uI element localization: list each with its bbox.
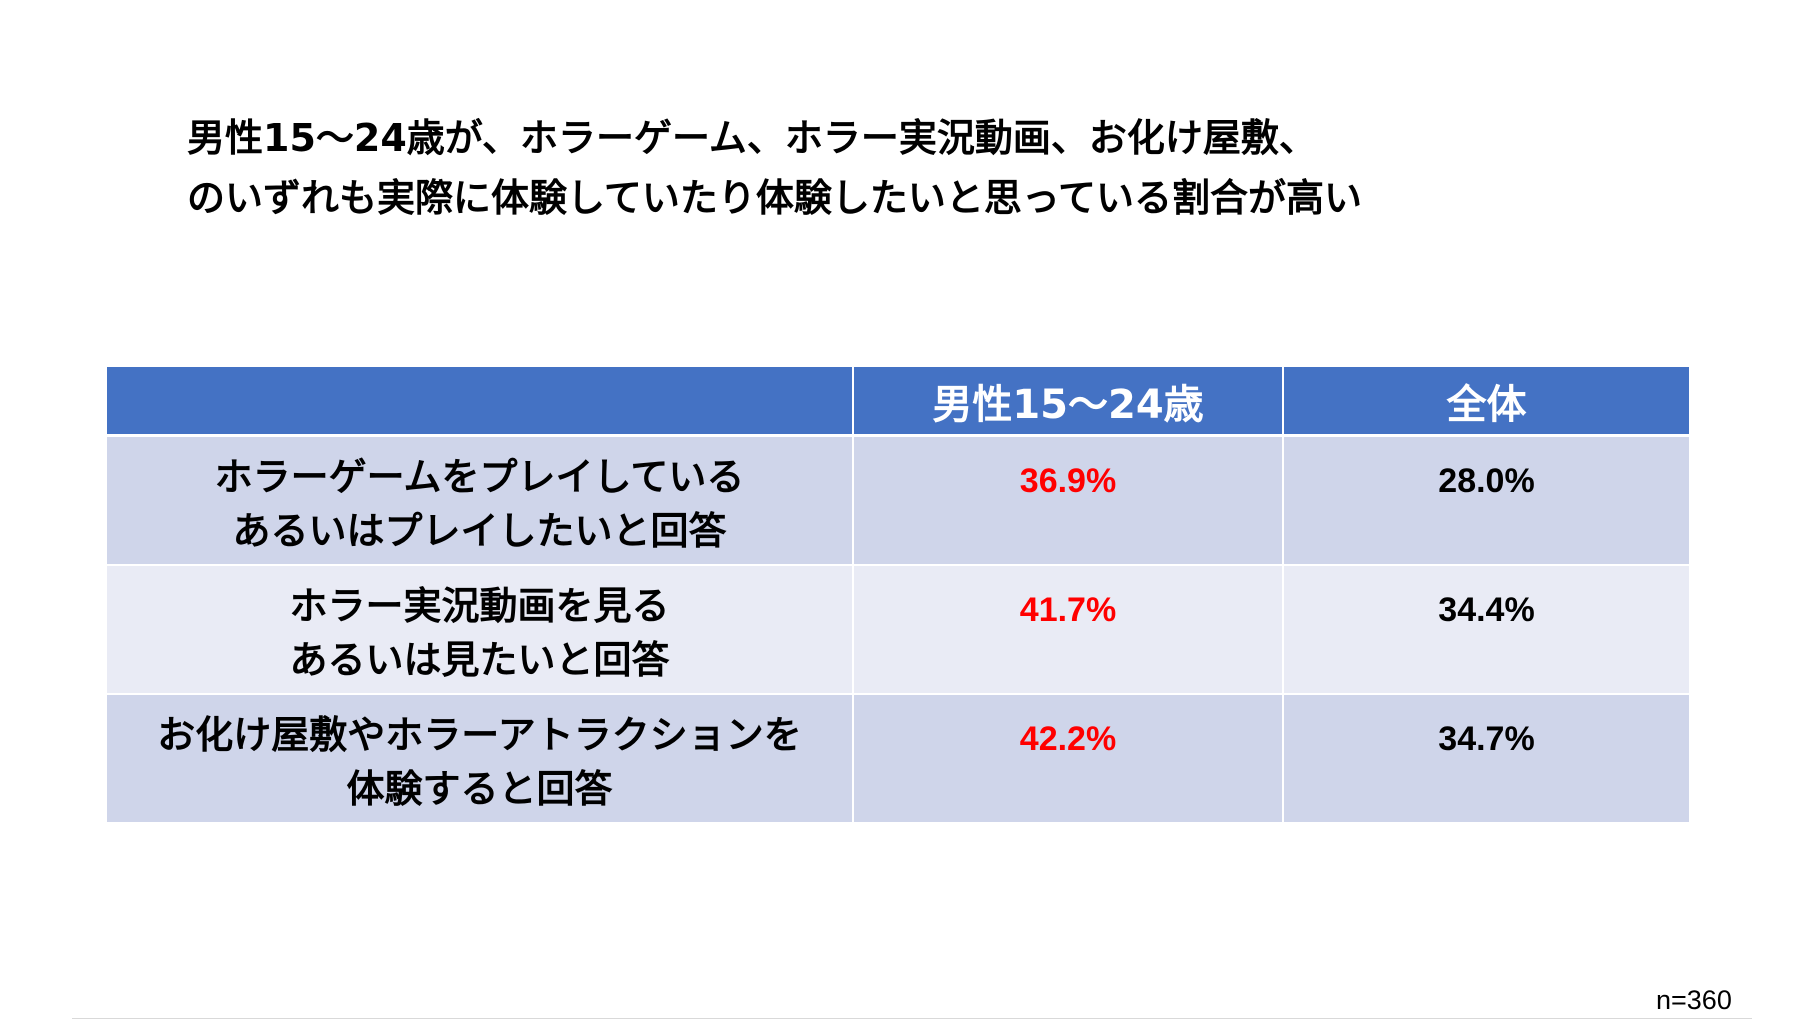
header-label-column [107, 367, 854, 437]
header-male-15-24: 男性15～24歳 [853, 367, 1284, 437]
table-header-row: 男性15～24歳 全体 [107, 367, 1689, 437]
male-15-24-value-cell: 41.7% [853, 565, 1284, 695]
overall-value-cell: 34.7% [1283, 694, 1689, 824]
overall-value: 34.4% [1438, 591, 1535, 629]
male-15-24-value: 41.7% [1019, 591, 1117, 629]
footer-divider [72, 1018, 1752, 1019]
male-15-24-value-cell: 42.2% [853, 694, 1284, 824]
male-15-24-value: 36.9% [1019, 462, 1117, 500]
row-label-line-2: あるいはプレイしたいと回答 [232, 508, 727, 553]
row-label-line-1: ホラーゲームをプレイしている [214, 454, 745, 499]
header-overall: 全体 [1283, 367, 1689, 437]
row-label-line-1: ホラー実況動画を見る [289, 583, 670, 628]
table-row: お化け屋敷やホラーアトラクションを 体験すると回答 42.2% 34.7% [107, 694, 1689, 824]
table-row: ホラー実況動画を見る あるいは見たいと回答 41.7% 34.4% [107, 565, 1689, 695]
overall-value: 34.7% [1438, 720, 1535, 758]
title-line-1: 男性15～24歳が、ホラーゲーム、ホラー実況動画、お化け屋敷、 [187, 116, 1317, 160]
row-label-line-2: あるいは見たいと回答 [289, 637, 670, 682]
row-label: ホラーゲームをプレイしている あるいはプレイしたいと回答 [107, 435, 854, 566]
overall-value: 28.0% [1438, 462, 1535, 500]
sample-size-note: n=360 [1656, 985, 1732, 1015]
comparison-table: 男性15～24歳 全体 ホラーゲームをプレイしている あるいはプレイしたいと回答… [107, 367, 1689, 824]
title-line-2: のいずれも実際に体験していたり体験したいと思っている割合が高い [187, 176, 1362, 220]
overall-value-cell: 34.4% [1283, 565, 1689, 695]
overall-value-cell: 28.0% [1283, 435, 1689, 566]
slide-title: 男性15～24歳が、ホラーゲーム、ホラー実況動画、お化け屋敷、 のいずれも実際に… [187, 108, 1687, 228]
row-label-line-1: お化け屋敷やホラーアトラクションを [157, 712, 802, 757]
table-row: ホラーゲームをプレイしている あるいはプレイしたいと回答 36.9% 28.0% [107, 435, 1689, 566]
row-label: ホラー実況動画を見る あるいは見たいと回答 [107, 565, 854, 695]
row-label-line-2: 体験すると回答 [346, 766, 613, 811]
male-15-24-value: 42.2% [1019, 720, 1117, 758]
male-15-24-value-cell: 36.9% [853, 435, 1284, 566]
row-label: お化け屋敷やホラーアトラクションを 体験すると回答 [107, 694, 854, 824]
